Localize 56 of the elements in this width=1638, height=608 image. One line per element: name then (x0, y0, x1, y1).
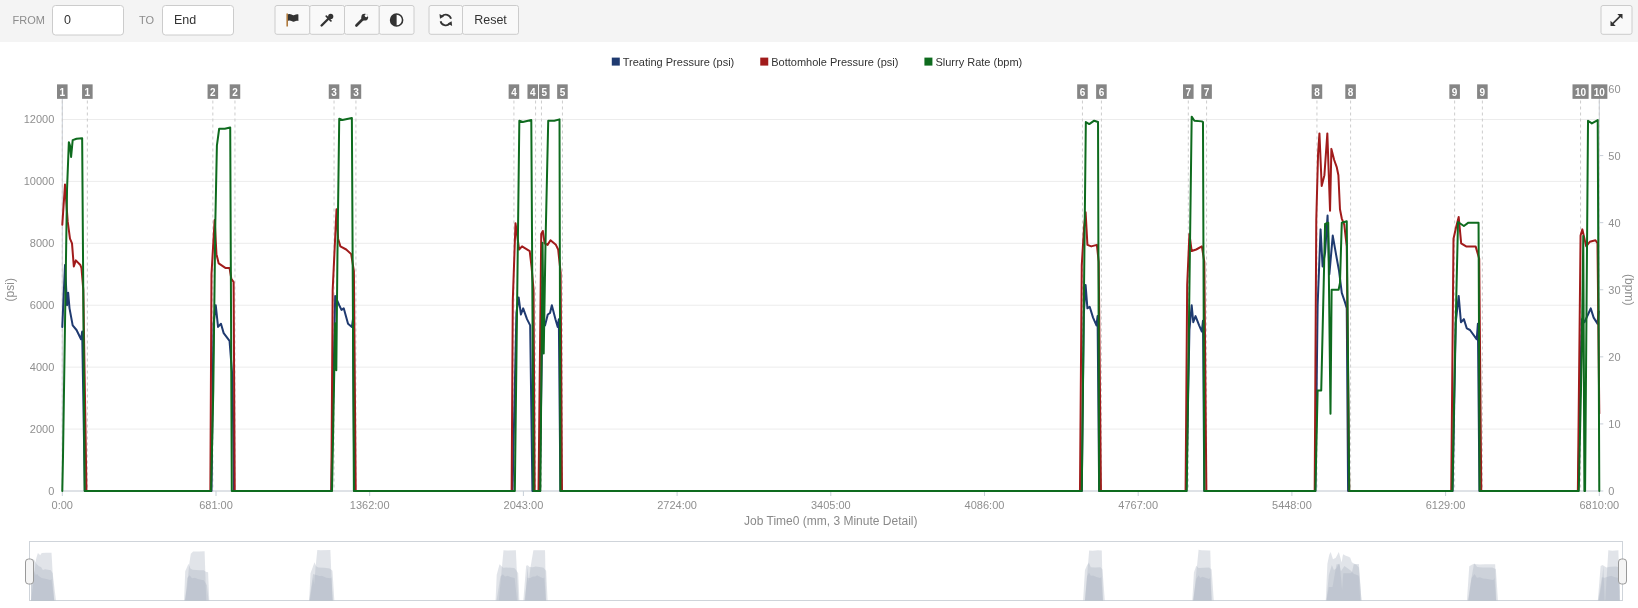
annotation: 4 (511, 86, 518, 98)
annotation: 6 (1079, 86, 1086, 98)
annotation: 9 (1479, 86, 1486, 98)
x-tick-label: 1362:00 (349, 499, 390, 511)
annotation: 1 (84, 86, 91, 98)
annotation: 2 (210, 86, 217, 98)
annotation: 8 (1314, 86, 1321, 98)
legend-label: Bottomhole Pressure (psi) (771, 55, 899, 68)
annotation: 7 (1203, 86, 1210, 98)
annotation: 3 (353, 86, 360, 98)
x-tick-label: 2724:00 (657, 499, 697, 511)
legend-label: Slurry Rate (bpm) (935, 55, 1023, 68)
text: End (174, 13, 197, 28)
x-tick-label: 4767:00 (1118, 499, 1159, 511)
text: 0 (64, 13, 71, 28)
y2-axis-title: (bpm) (1622, 274, 1636, 306)
y2-tick-label: 0 (1608, 485, 1615, 497)
y-tick-label: 10000 (23, 175, 55, 188)
annotation: 1 (59, 86, 66, 98)
annotation: 10 (1575, 86, 1587, 98)
y2-tick-label: 60 (1608, 82, 1621, 95)
x-tick-label: 6129:00 (1425, 499, 1466, 511)
annotation: 7 (1185, 86, 1192, 98)
y2-tick-label: 10 (1608, 417, 1621, 430)
x-tick-label: 4086:00 (964, 499, 1005, 511)
y-tick-label: 8000 (29, 237, 55, 250)
y2-tick-label: 30 (1608, 283, 1621, 296)
x-tick-label: 0:00 (51, 499, 74, 511)
x-tick-label: 681:00 (199, 499, 233, 511)
annotation: 2 (232, 86, 239, 98)
legend-label: Treating Pressure (psi) (622, 55, 735, 68)
annotation: 4 (529, 86, 536, 98)
annotation: 8 (1347, 86, 1354, 98)
annotation: 5 (541, 86, 548, 98)
y2-tick-label: 50 (1608, 149, 1621, 162)
text: Reset (474, 13, 508, 28)
y-tick-label: 0 (48, 485, 55, 497)
y2-tick-label: 20 (1608, 350, 1621, 363)
y-tick-label: 4000 (29, 361, 55, 374)
annotation: 9 (1451, 86, 1458, 98)
text: FROM (12, 14, 45, 27)
annotation: 3 (331, 86, 338, 98)
x-tick-label: 6810:00 (1579, 499, 1620, 511)
annotation: 10 (1593, 86, 1606, 98)
annotation: 5 (559, 86, 566, 98)
x-tick-label: 2043:00 (503, 499, 544, 511)
text: TO (139, 14, 155, 27)
y-tick-label: 2000 (29, 423, 55, 436)
y-tick-label: 12000 (23, 113, 55, 126)
x-axis-title: Job Time0 (mm, 3 Minute Detail) (744, 514, 918, 528)
y2-tick-label: 40 (1608, 216, 1621, 229)
annotation: 6 (1098, 86, 1105, 98)
y-axis-title: (psi) (3, 278, 17, 302)
y-tick-label: 6000 (29, 299, 55, 312)
x-tick-label: 5448:00 (1272, 499, 1312, 511)
x-tick-label: 3405:00 (810, 499, 851, 511)
